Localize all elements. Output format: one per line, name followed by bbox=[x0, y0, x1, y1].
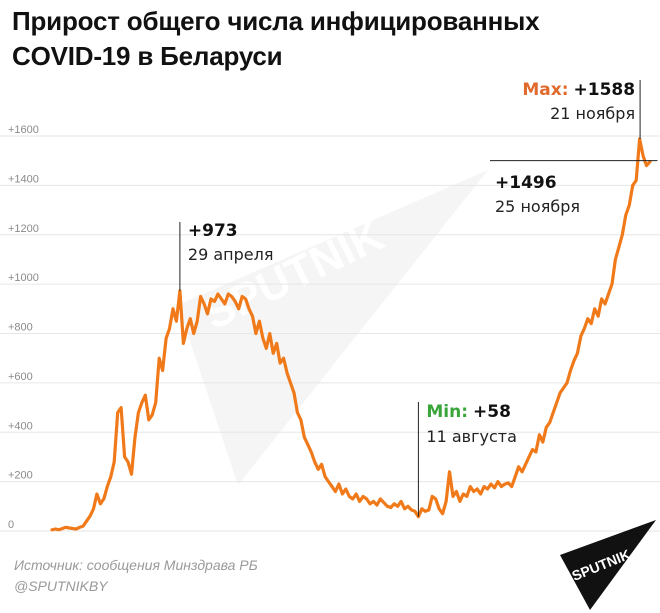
annotation-min-label: Min: bbox=[426, 402, 468, 422]
y-tick-label: +1000 bbox=[8, 272, 39, 284]
sputnik-watermark: SPUTNIK bbox=[178, 170, 488, 485]
annotation-max-label: Max: bbox=[522, 80, 568, 100]
annotation-min: Min: +58 11 августа bbox=[417, 402, 517, 517]
y-axis-ticks: 0 +200 +400 +600 +800 +1000 +1200 +1400 +1600 bbox=[8, 124, 39, 531]
y-tick-label: +600 bbox=[8, 371, 33, 383]
social-handle: @SPUTNIKBY bbox=[14, 578, 108, 594]
y-tick-label: +1600 bbox=[8, 124, 39, 136]
annotation-label: Max: +1588 bbox=[522, 80, 635, 100]
annotation-max: Max: +1588 21 ноября bbox=[522, 80, 641, 139]
annotation-value: +1588 bbox=[574, 80, 636, 100]
series-line bbox=[50, 137, 652, 532]
y-tick-label: +800 bbox=[8, 322, 33, 334]
annotation-value: +973 bbox=[188, 221, 238, 241]
annotation-value: +58 bbox=[473, 402, 511, 422]
annotation-date: 11 августа bbox=[426, 427, 516, 446]
y-tick-label: +400 bbox=[8, 420, 33, 432]
annotation-date: 25 ноября bbox=[495, 197, 580, 216]
annotations: +973 29 апреля Min: +58 11 августа Max: +1588 2… bbox=[179, 80, 658, 517]
y-tick-label: +200 bbox=[8, 470, 33, 482]
annotation-value: +1496 bbox=[495, 173, 557, 193]
grid bbox=[0, 135, 660, 532]
sputnik-logo: SPUTNIK bbox=[560, 520, 656, 610]
chart-title: Прирост общего числа инфицированных COVI… bbox=[12, 6, 540, 71]
source-note: Источник: сообщения Минздрава РБ bbox=[14, 557, 258, 573]
annotation-last: +1496 25 ноября bbox=[490, 160, 658, 216]
annotation-date: 21 ноября bbox=[550, 104, 635, 123]
y-tick-label: +1200 bbox=[8, 223, 39, 235]
y-tick-label: 0 bbox=[8, 519, 14, 531]
y-tick-label: +1400 bbox=[8, 173, 39, 185]
annotation-label: Min: +58 bbox=[426, 402, 511, 422]
annotation-date: 29 апреля bbox=[188, 245, 274, 264]
annotation-peak: +973 29 апреля bbox=[179, 221, 274, 291]
